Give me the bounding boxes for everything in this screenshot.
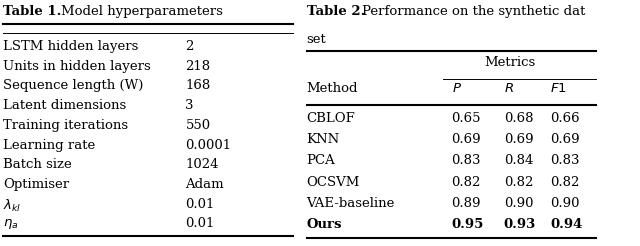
Text: 0.83: 0.83 [451,154,481,168]
Text: 0.94: 0.94 [550,218,582,231]
Text: Table 2.: Table 2. [307,5,365,18]
Text: 0.93: 0.93 [504,218,536,231]
Text: Training iterations: Training iterations [3,119,128,132]
Text: 0.0001: 0.0001 [186,139,232,152]
Text: LSTM hidden layers: LSTM hidden layers [3,40,138,53]
Text: Units in hidden layers: Units in hidden layers [3,60,150,73]
Text: 0.83: 0.83 [550,154,580,168]
Text: 0.82: 0.82 [504,176,533,189]
Text: CBLOF: CBLOF [307,112,355,125]
Text: $\lambda_{kl}$: $\lambda_{kl}$ [3,198,21,214]
Text: Table 1.: Table 1. [3,5,61,18]
Text: VAE-baseline: VAE-baseline [307,197,395,210]
Text: set: set [307,33,326,46]
Text: Latent dimensions: Latent dimensions [3,99,126,112]
Text: 0.01: 0.01 [186,217,215,231]
Text: Adam: Adam [186,178,224,191]
Text: 0.65: 0.65 [451,112,481,125]
Text: 0.69: 0.69 [550,133,580,146]
Text: Ours: Ours [307,218,342,231]
Text: 0.84: 0.84 [504,154,533,168]
Text: 218: 218 [186,60,211,73]
Text: 1024: 1024 [186,158,219,171]
Text: 0.89: 0.89 [451,197,481,210]
Text: OCSVM: OCSVM [307,176,360,189]
Text: 2: 2 [186,40,194,53]
Text: Metrics: Metrics [484,56,535,69]
Text: 0.68: 0.68 [504,112,533,125]
Text: Model hyperparameters: Model hyperparameters [61,5,223,18]
Text: PCA: PCA [307,154,335,168]
Text: $\mathit{F1}$: $\mathit{F1}$ [550,82,567,95]
Text: Batch size: Batch size [3,158,72,171]
Text: Performance on the synthetic dat: Performance on the synthetic dat [362,5,585,18]
Text: 3: 3 [186,99,194,112]
Text: $\mathit{P}$: $\mathit{P}$ [451,82,461,95]
Text: 0.69: 0.69 [504,133,533,146]
Text: 0.90: 0.90 [550,197,580,210]
Text: 0.82: 0.82 [550,176,579,189]
Text: KNN: KNN [307,133,340,146]
Text: 0.01: 0.01 [186,198,215,211]
Text: 550: 550 [186,119,211,132]
Text: Method: Method [307,82,358,95]
Text: Learning rate: Learning rate [3,139,95,152]
Text: 0.95: 0.95 [451,218,484,231]
Text: 0.66: 0.66 [550,112,580,125]
Text: $\mathit{R}$: $\mathit{R}$ [504,82,514,95]
Text: Sequence length (W): Sequence length (W) [3,79,143,92]
Text: 168: 168 [186,79,211,92]
Text: Optimiser: Optimiser [3,178,69,191]
Text: 0.82: 0.82 [451,176,481,189]
Text: 0.69: 0.69 [451,133,481,146]
Text: $\eta_a$: $\eta_a$ [3,217,18,231]
Text: 0.90: 0.90 [504,197,533,210]
